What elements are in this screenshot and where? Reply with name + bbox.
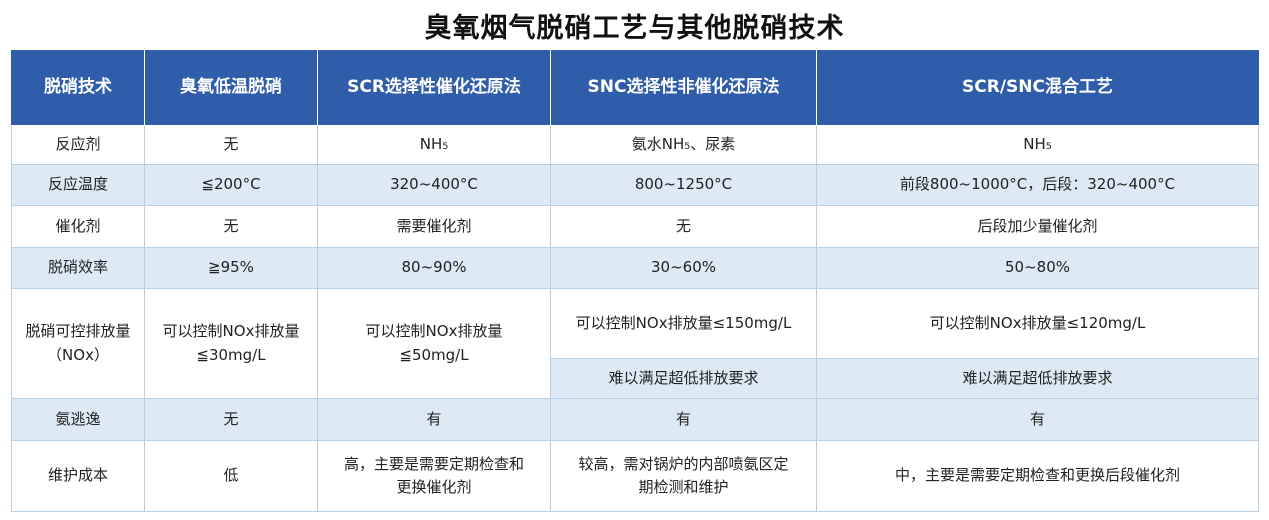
scr-emission-line1: 可以控制NOx排放量 — [365, 322, 503, 341]
cell: 有 — [550, 398, 817, 441]
cell: 高，主要是需要定期检查和 更换催化剂 — [317, 440, 551, 512]
row-label: 脱硝可控排放量 （NOx） — [11, 288, 145, 399]
cell: 可以控制NOx排放量 ≦30mg/L — [144, 288, 318, 399]
table-row: 脱硝可控排放量 （NOx） 可以控制NOx排放量 ≦30mg/L 可以控制NOx… — [11, 288, 1259, 399]
scr-maintenance-line1: 高，主要是需要定期检查和 — [343, 454, 524, 473]
cell: 可以控制NOx排放量≤120mg/L — [816, 288, 1259, 359]
ozone-emission-line2: ≦30mg/L — [196, 345, 266, 364]
cell: ≧95% — [144, 247, 318, 289]
table-row: 难以满足超低排放要求 难以满足超低排放要求 — [12, 358, 1259, 399]
cell: ≦200°C — [144, 164, 318, 206]
header-tech: 脱硝技术 — [11, 50, 145, 126]
table-row: 反应温度 ≦200°C 320~400°C 800~1250°C 前段800~1… — [11, 164, 1259, 206]
table-row: 氨逃逸 无 有 有 有 — [11, 398, 1259, 441]
table-row: 维护成本 低 高，主要是需要定期检查和 更换催化剂 较高，需对锅炉的内部喷氨区定… — [11, 440, 1259, 512]
comparison-table: 脱硝技术 臭氧低温脱硝 SCR选择性催化还原法 SNC选择性非催化还原法 SCR… — [11, 50, 1259, 512]
scr-emission-line2: ≦50mg/L — [399, 345, 469, 364]
cell: 有 — [816, 398, 1259, 441]
cell: 可以控制NOx排放量 ≦50mg/L — [317, 288, 551, 399]
cell: 无 — [144, 125, 318, 165]
cell: 80~90% — [317, 247, 551, 289]
cell: 320~400°C — [317, 164, 551, 206]
table-row: 脱硝效率 ≧95% 80~90% 30~60% 50~80% — [11, 247, 1259, 289]
cell: 低 — [144, 440, 318, 512]
page-title: 臭氧烟气脱硝工艺与其他脱硝技术 — [424, 13, 845, 44]
cell: 氨水NH₅、尿素 — [550, 125, 817, 165]
cell: 中，主要是需要定期检查和更换后段催化剂 — [816, 440, 1259, 512]
ozone-emission-line1: 可以控制NOx排放量 — [162, 322, 300, 341]
cell: 50~80% — [816, 247, 1259, 289]
cell: 30~60% — [550, 247, 817, 289]
table-row: 反应剂 无 NH₅ 氨水NH₅、尿素 NH₅ — [11, 125, 1259, 165]
cell: 无 — [144, 205, 318, 248]
header-scr: SCR选择性催化还原法 — [317, 50, 551, 126]
cell: 有 — [317, 398, 551, 441]
row-label: 催化剂 — [11, 205, 145, 248]
row-label: 脱硝效率 — [11, 247, 145, 289]
cell: 需要催化剂 — [317, 205, 551, 248]
row-label: 反应温度 — [11, 164, 145, 206]
header-snc: SNC选择性非催化还原法 — [550, 50, 817, 126]
header-mixed: SCR/SNC混合工艺 — [816, 50, 1259, 126]
header-ozone: 臭氧低温脱硝 — [144, 50, 318, 126]
table-row: 催化剂 无 需要催化剂 无 后段加少量催化剂 — [11, 205, 1259, 248]
emission-label-line2: （NOx） — [47, 345, 109, 364]
cell: 难以满足超低排放要求 — [816, 358, 1259, 399]
cell: 可以控制NOx排放量≤150mg/L — [550, 288, 817, 359]
cell: 难以满足超低排放要求 — [550, 358, 817, 399]
cell: 无 — [144, 398, 318, 441]
cell: 后段加少量催化剂 — [816, 205, 1259, 248]
snc-maintenance-line1: 较高，需对锅炉的内部喷氨区定 — [578, 454, 789, 473]
scr-maintenance-line2: 更换催化剂 — [396, 478, 472, 496]
cell: 较高，需对锅炉的内部喷氨区定 期检测和维护 — [550, 440, 817, 512]
row-label: 反应剂 — [11, 125, 145, 165]
cell: NH₅ — [816, 125, 1259, 165]
cell: 无 — [550, 205, 817, 248]
emission-label-line1: 脱硝可控排放量 — [25, 322, 131, 341]
snc-maintenance-line2: 期检测和维护 — [638, 478, 729, 496]
table-header-row: 脱硝技术 臭氧低温脱硝 SCR选择性催化还原法 SNC选择性非催化还原法 SCR… — [11, 50, 1259, 126]
row-label: 氨逃逸 — [11, 398, 145, 441]
cell: 800~1250°C — [550, 164, 817, 206]
row-label: 维护成本 — [11, 440, 145, 512]
cell: 前段800~1000°C，后段：320~400°C — [816, 164, 1259, 206]
cell: NH₅ — [317, 125, 551, 165]
